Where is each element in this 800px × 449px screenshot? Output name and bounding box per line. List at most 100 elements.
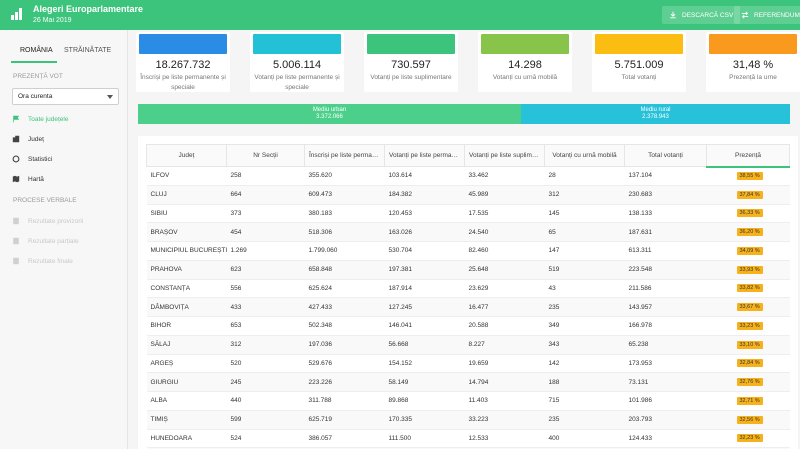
table-cell: 433 <box>226 297 305 317</box>
table-cell: 19.659 <box>464 353 545 373</box>
table-cell: 625.719 <box>304 409 385 429</box>
column-header[interactable]: Votanți pe liste suplimentare <box>464 144 545 167</box>
table-row[interactable]: SĂLAJ 312 197.036 56.668 8.227 343 65.238 33,10… <box>146 334 790 354</box>
table-row[interactable]: CONSTANȚA 556 625.624 187.914 23.629 43 211.58… <box>146 278 790 298</box>
table-cell: 188 <box>544 372 625 392</box>
prezenta-badge: 32,56 % <box>736 415 763 424</box>
tab-romania[interactable]: ROMÂNIA <box>20 47 53 54</box>
prezenta-badge: 33,93 % <box>736 265 763 274</box>
stat-card-urna-mobila: 14.298 Votanți cu urnă mobilă <box>478 32 572 92</box>
prezenta-badge: 34,09 % <box>736 246 763 255</box>
table-row[interactable]: SIBIU 373 380.183 120.453 17.535 145 138.133 36… <box>146 203 790 223</box>
table-cell: SĂLAJ <box>146 334 227 354</box>
rural-label: Mediu rural <box>640 107 671 113</box>
stat-value: 31,48 % <box>732 59 774 71</box>
table-cell: 28 <box>544 166 625 186</box>
column-header[interactable]: Votanți cu urnă mobilă <box>544 144 625 167</box>
tab-strainatate[interactable]: STRĂINĂTATE <box>64 47 112 54</box>
prezenta-cell: 37,84 % <box>706 184 790 204</box>
stat-color-bar <box>709 34 797 54</box>
table-cell: 518.306 <box>304 222 385 242</box>
table-cell: 355.620 <box>304 166 385 186</box>
prezenta-badge: 32,84 % <box>736 359 763 368</box>
column-header-sorted[interactable]: Prezență <box>706 144 790 168</box>
table-cell: 290 <box>226 447 305 449</box>
country-tabs: ROMÂNIA STRĂINĂTATE <box>0 40 128 63</box>
prezenta-cell: 33,23 % <box>706 316 790 336</box>
table-row[interactable]: HUNEDOARA 524 386.057 111.500 12.533 400 124.4… <box>146 428 790 448</box>
table-cell: DÂMBOVIȚA <box>146 297 227 317</box>
table-cell: 524 <box>226 428 305 448</box>
table-row[interactable]: BRAȘOV 454 518.306 163.026 24.540 65 187.631 36… <box>146 222 790 242</box>
table-cell: ILFOV <box>146 166 227 186</box>
column-header[interactable]: Votanți pe liste permanente <box>384 144 465 167</box>
column-header[interactable]: Nr Secții <box>226 144 305 167</box>
stat-value: 14.298 <box>508 59 542 71</box>
stat-color-bar <box>595 34 683 54</box>
download-csv-button[interactable]: DESCARCĂ CSV <box>662 6 741 24</box>
results-table-panel: Județ Nr Secții Înscriși pe liste perman… <box>138 136 798 449</box>
table-cell: 380.183 <box>304 203 385 223</box>
table-cell: 187.631 <box>624 222 707 242</box>
nav-label: Rezultate provizorii <box>28 217 84 225</box>
section-procese-verbale: PROCESE VERBALE <box>13 197 77 204</box>
nav-toate-judetele[interactable]: Toate județele <box>12 112 68 126</box>
urban-label: Mediu urban <box>312 107 347 113</box>
map-icon <box>12 175 20 183</box>
table-cell: 14.794 <box>464 372 545 392</box>
nav-judet[interactable]: Județ <box>12 132 44 146</box>
table-row[interactable]: CLUJ 664 609.473 184.382 45.989 312 230.683 37,… <box>146 184 790 204</box>
table-cell: 530.704 <box>384 241 465 261</box>
table-row[interactable]: MUNICIPIUL BUCUREȘTI 1.269 1.799.060 530.70… <box>146 241 790 261</box>
stat-label: Votanți cu urnă mobilă <box>492 74 558 81</box>
table-row[interactable]: ALBA 440 311.788 89.868 11.403 715 101.986 32,7… <box>146 391 790 411</box>
table-row[interactable]: BIHOR 653 502.348 146.041 20.588 349 166.978 33… <box>146 316 790 336</box>
building-icon <box>12 135 20 143</box>
document-icon <box>13 237 19 245</box>
referendum-button[interactable]: REFERENDUM <box>734 6 800 24</box>
table-row[interactable]: PRAHOVA 623 658.848 197.381 25.648 519 223.548… <box>146 259 790 279</box>
table-cell: BIHOR <box>146 316 227 336</box>
table-body: ILFOV 258 355.620 103.614 33.462 28 137.104 38,… <box>146 166 790 449</box>
table-cell: 599 <box>226 409 305 429</box>
prezenta-cell: 32,02 % <box>706 447 790 449</box>
table-cell: 143.957 <box>624 297 707 317</box>
nav-rezultate-provizorii: Rezultate provizorii <box>12 214 83 228</box>
nav-harta[interactable]: Hartă <box>12 172 44 186</box>
column-header[interactable]: Înscriși pe liste permanente <box>304 144 385 167</box>
nav-statistici[interactable]: Statistici <box>12 152 52 166</box>
logo-icon <box>11 8 23 20</box>
time-select[interactable]: Ora curenta <box>12 88 119 105</box>
table-row[interactable]: DÂMBOVIȚA 433 427.433 127.245 16.477 235 143.9… <box>146 297 790 317</box>
app-date: 26 Mai 2019 <box>33 17 72 24</box>
table-row[interactable]: ARGEȘ 520 529.676 154.152 19.659 142 173.953 32… <box>146 353 790 373</box>
column-header[interactable]: Total votanți <box>624 144 707 167</box>
table-row[interactable]: MEHEDINȚI290232.28758.46315.50142274.386… <box>146 447 790 449</box>
table-row[interactable]: TIMIȘ 599 625.719 170.335 33.223 235 203.793 32… <box>146 409 790 429</box>
table-cell: 147 <box>544 241 625 261</box>
column-header[interactable]: Județ <box>146 144 227 167</box>
nav-label: Statistici <box>28 155 53 163</box>
table-row[interactable]: ILFOV 258 355.620 103.614 33.462 28 137.104 38,… <box>146 166 790 186</box>
nav-label: Rezultate finale <box>28 257 73 265</box>
prezenta-cell: 32,56 % <box>706 409 790 429</box>
table-row[interactable]: GIURGIU 245 223.226 58.149 14.794 188 73.131 32… <box>146 372 790 392</box>
document-icon <box>13 257 19 265</box>
table-cell: 82.460 <box>464 241 545 261</box>
nav-rezultate-partiale: Rezultate parțiale <box>12 234 79 248</box>
rural-bar: Mediu rural 2.378.943 <box>521 104 790 124</box>
table-cell: 349 <box>544 316 625 336</box>
stat-value: 5.751.009 <box>614 59 664 71</box>
table-cell: 120.453 <box>384 203 465 223</box>
table-cell: 187.914 <box>384 278 465 298</box>
prezenta-badge: 32,23 % <box>736 434 763 443</box>
table-cell: 145 <box>544 203 625 223</box>
table-cell: 127.245 <box>384 297 465 317</box>
app-title: Alegeri Europarlamentare <box>33 4 144 14</box>
table-cell: ARGEȘ <box>146 353 227 373</box>
table-cell: 454 <box>226 222 305 242</box>
table-cell: 203.793 <box>624 409 707 429</box>
table-cell: 43 <box>544 278 625 298</box>
stat-value: 730.597 <box>391 59 431 71</box>
stat-label: Votanți pe liste suplimentare <box>370 74 452 81</box>
